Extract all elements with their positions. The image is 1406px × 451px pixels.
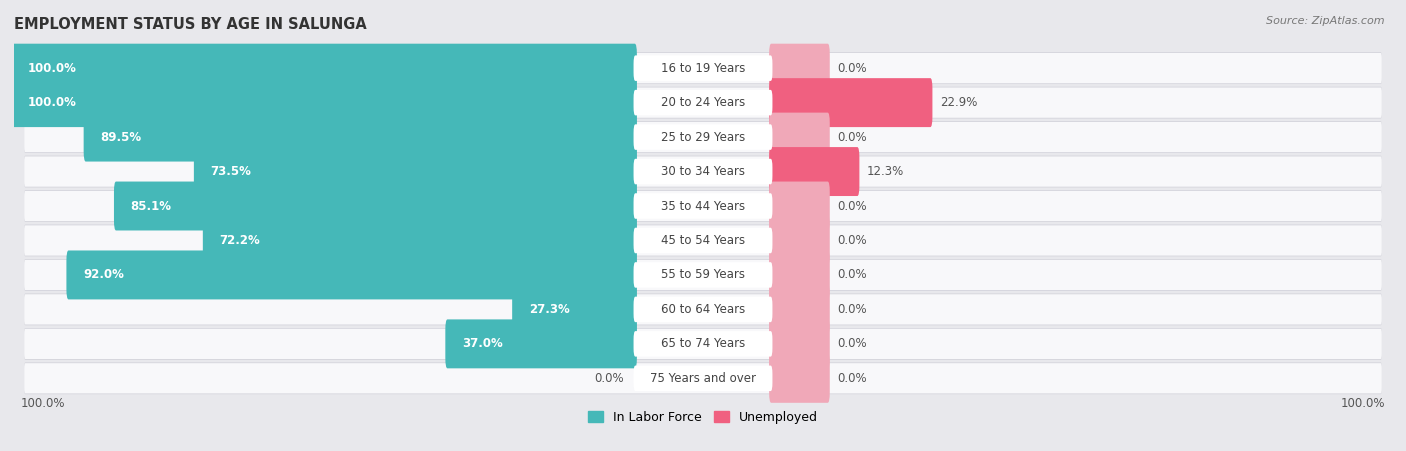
Text: 0.0%: 0.0% xyxy=(838,131,868,143)
FancyBboxPatch shape xyxy=(24,363,1382,394)
FancyBboxPatch shape xyxy=(24,259,1382,291)
FancyBboxPatch shape xyxy=(769,354,830,403)
FancyBboxPatch shape xyxy=(769,319,830,368)
FancyBboxPatch shape xyxy=(24,294,1382,325)
FancyBboxPatch shape xyxy=(769,78,932,127)
Text: 35 to 44 Years: 35 to 44 Years xyxy=(661,199,745,212)
FancyBboxPatch shape xyxy=(114,182,637,230)
FancyBboxPatch shape xyxy=(24,226,1382,256)
Text: 37.0%: 37.0% xyxy=(463,337,502,350)
Text: 100.0%: 100.0% xyxy=(28,96,77,109)
Text: 0.0%: 0.0% xyxy=(838,62,868,75)
FancyBboxPatch shape xyxy=(11,78,637,127)
FancyBboxPatch shape xyxy=(24,294,1382,325)
Text: 45 to 54 Years: 45 to 54 Years xyxy=(661,234,745,247)
Text: 0.0%: 0.0% xyxy=(838,199,868,212)
FancyBboxPatch shape xyxy=(24,363,1382,393)
Text: 12.3%: 12.3% xyxy=(868,165,904,178)
Text: 60 to 64 Years: 60 to 64 Years xyxy=(661,303,745,316)
FancyBboxPatch shape xyxy=(24,87,1382,118)
Text: 16 to 19 Years: 16 to 19 Years xyxy=(661,62,745,75)
FancyBboxPatch shape xyxy=(769,113,830,161)
Text: 89.5%: 89.5% xyxy=(100,131,141,143)
FancyBboxPatch shape xyxy=(83,113,637,161)
Text: 0.0%: 0.0% xyxy=(595,372,624,385)
Text: Source: ZipAtlas.com: Source: ZipAtlas.com xyxy=(1267,16,1385,26)
FancyBboxPatch shape xyxy=(11,44,637,92)
FancyBboxPatch shape xyxy=(24,191,1382,221)
Text: 100.0%: 100.0% xyxy=(1340,396,1385,410)
FancyBboxPatch shape xyxy=(634,366,772,391)
FancyBboxPatch shape xyxy=(24,52,1382,84)
FancyBboxPatch shape xyxy=(24,156,1382,188)
FancyBboxPatch shape xyxy=(769,44,830,92)
Text: 25 to 29 Years: 25 to 29 Years xyxy=(661,131,745,143)
Text: 65 to 74 Years: 65 to 74 Years xyxy=(661,337,745,350)
Text: 100.0%: 100.0% xyxy=(21,396,66,410)
FancyBboxPatch shape xyxy=(769,285,830,334)
FancyBboxPatch shape xyxy=(512,285,637,334)
Text: EMPLOYMENT STATUS BY AGE IN SALUNGA: EMPLOYMENT STATUS BY AGE IN SALUNGA xyxy=(14,18,367,32)
FancyBboxPatch shape xyxy=(769,182,830,230)
FancyBboxPatch shape xyxy=(634,90,772,115)
Text: 27.3%: 27.3% xyxy=(529,303,569,316)
FancyBboxPatch shape xyxy=(24,225,1382,256)
Text: 0.0%: 0.0% xyxy=(838,268,868,281)
FancyBboxPatch shape xyxy=(24,53,1382,83)
Text: 72.2%: 72.2% xyxy=(219,234,260,247)
Text: 85.1%: 85.1% xyxy=(131,199,172,212)
FancyBboxPatch shape xyxy=(24,328,1382,360)
FancyBboxPatch shape xyxy=(24,121,1382,153)
FancyBboxPatch shape xyxy=(634,55,772,81)
FancyBboxPatch shape xyxy=(769,250,830,299)
FancyBboxPatch shape xyxy=(24,260,1382,290)
FancyBboxPatch shape xyxy=(634,262,772,288)
FancyBboxPatch shape xyxy=(769,147,859,196)
Text: 73.5%: 73.5% xyxy=(211,165,252,178)
Text: 0.0%: 0.0% xyxy=(838,337,868,350)
Text: 22.9%: 22.9% xyxy=(941,96,977,109)
FancyBboxPatch shape xyxy=(24,156,1382,187)
Text: 0.0%: 0.0% xyxy=(838,372,868,385)
FancyBboxPatch shape xyxy=(202,216,637,265)
FancyBboxPatch shape xyxy=(634,228,772,253)
Text: 0.0%: 0.0% xyxy=(838,234,868,247)
Legend: In Labor Force, Unemployed: In Labor Force, Unemployed xyxy=(583,406,823,429)
FancyBboxPatch shape xyxy=(769,216,830,265)
FancyBboxPatch shape xyxy=(66,250,637,299)
Text: 100.0%: 100.0% xyxy=(28,62,77,75)
FancyBboxPatch shape xyxy=(634,331,772,357)
Text: 75 Years and over: 75 Years and over xyxy=(650,372,756,385)
FancyBboxPatch shape xyxy=(634,297,772,322)
FancyBboxPatch shape xyxy=(194,147,637,196)
Text: 20 to 24 Years: 20 to 24 Years xyxy=(661,96,745,109)
FancyBboxPatch shape xyxy=(634,124,772,150)
Text: 30 to 34 Years: 30 to 34 Years xyxy=(661,165,745,178)
Text: 0.0%: 0.0% xyxy=(838,303,868,316)
FancyBboxPatch shape xyxy=(24,87,1382,119)
FancyBboxPatch shape xyxy=(24,329,1382,359)
Text: 92.0%: 92.0% xyxy=(83,268,124,281)
FancyBboxPatch shape xyxy=(634,193,772,219)
Text: 55 to 59 Years: 55 to 59 Years xyxy=(661,268,745,281)
FancyBboxPatch shape xyxy=(446,319,637,368)
FancyBboxPatch shape xyxy=(634,159,772,184)
FancyBboxPatch shape xyxy=(24,190,1382,222)
FancyBboxPatch shape xyxy=(24,122,1382,152)
